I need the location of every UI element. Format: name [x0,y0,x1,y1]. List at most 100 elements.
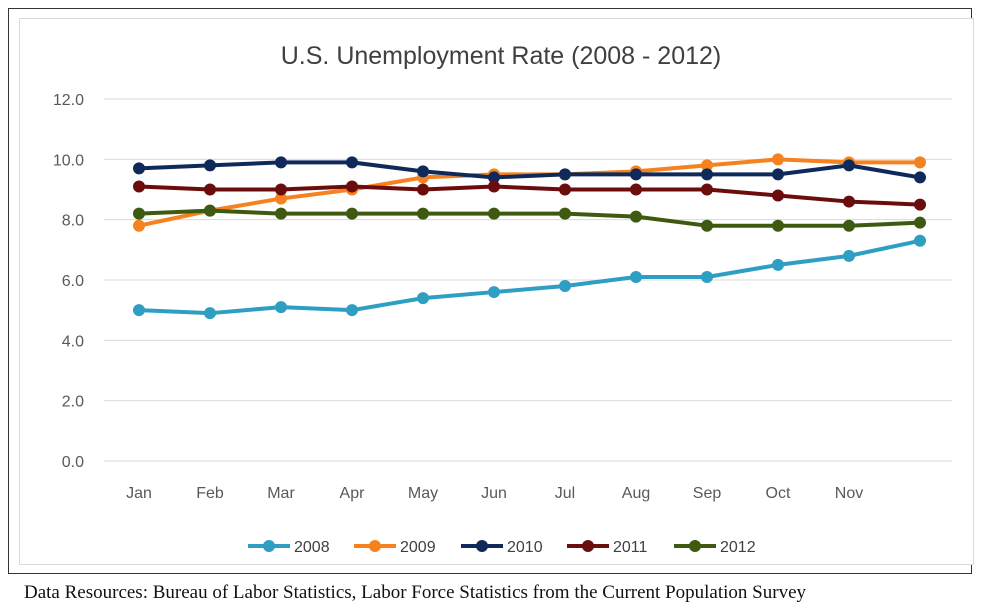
data-point-2011 [772,189,784,202]
series-line-2011 [137,184,922,207]
data-point-2012 [346,207,358,220]
data-point-2008 [843,249,855,262]
data-point-2011 [346,180,358,193]
data-point-2011 [204,183,216,196]
data-point-2011 [914,198,926,211]
data-point-2011 [843,195,855,208]
data-point-2010 [204,159,216,172]
data-point-2011 [701,183,713,196]
y-tick-label: 10.0 [53,152,84,169]
legend-swatch-marker [263,540,275,552]
series-line-2008 [137,238,922,316]
y-axis-ticks: 0.0 2.0 4.0 6.0 8.0 10.0 12.0 [53,92,84,471]
legend-item-2008: 2008 [248,539,330,556]
data-point-2011 [133,180,145,193]
data-point-2008 [488,286,500,299]
legend-label: 2010 [507,539,543,556]
data-point-2008 [275,301,287,314]
y-tick-label: 2.0 [62,394,84,411]
legend-item-2009: 2009 [354,539,436,556]
x-tick-label: Sep [693,485,722,502]
series-2008 [133,234,926,320]
series-line-2012 [137,208,922,228]
data-point-2010 [772,168,784,181]
data-point-2010 [701,168,713,181]
data-point-2009 [914,156,926,169]
y-tick-label: 6.0 [62,273,84,290]
x-tick-label: May [408,485,438,502]
x-tick-label: Jan [126,485,152,502]
data-point-2008 [630,270,642,283]
data-point-2012 [630,210,642,223]
source-caption: Data Resources: Bureau of Labor Statisti… [24,582,806,603]
series-line-2010 [137,160,922,180]
data-point-2009 [275,192,287,205]
x-tick-label: Feb [196,485,224,502]
data-point-2012 [701,219,713,232]
legend-item-2012: 2012 [674,539,756,556]
data-point-2011 [559,183,571,196]
data-point-2012 [843,219,855,232]
data-point-2008 [559,280,571,293]
x-tick-label: Mar [267,485,295,502]
data-point-2012 [133,207,145,220]
legend-item-2010: 2010 [461,539,543,556]
x-tick-label: Jun [481,485,507,502]
legend-swatch-marker [476,540,488,552]
legend-label: 2012 [720,539,756,556]
data-point-2008 [417,292,429,305]
legend-item-2011: 2011 [567,539,648,556]
data-point-2012 [914,216,926,229]
data-point-2010 [346,156,358,169]
legend-swatch-marker [689,540,701,552]
y-tick-label: 0.0 [62,454,84,471]
data-point-2010 [559,168,571,181]
data-point-2010 [133,162,145,175]
y-tick-label: 4.0 [62,333,84,350]
data-point-2012 [559,207,571,220]
legend-label: 2009 [400,539,436,556]
data-point-2012 [204,204,216,217]
data-point-2009 [701,159,713,172]
x-tick-label: Aug [622,485,650,502]
series-2011 [133,180,926,211]
chart-title: U.S. Unemployment Rate (2008 - 2012) [281,42,722,70]
data-point-2008 [772,258,784,271]
legend-label: 2008 [294,539,330,556]
data-point-2010 [417,165,429,178]
data-point-2011 [488,180,500,193]
data-point-2011 [275,183,287,196]
data-point-2009 [133,219,145,232]
data-point-2008 [204,307,216,320]
legend-swatch-marker [369,540,381,552]
data-point-2010 [843,159,855,172]
series-lines [133,153,926,320]
data-point-2011 [417,183,429,196]
x-tick-label: Oct [766,485,791,502]
data-point-2008 [133,304,145,317]
y-tick-label: 12.0 [53,92,84,109]
data-point-2010 [488,171,500,184]
data-point-2008 [701,270,713,283]
data-point-2010 [914,171,926,184]
data-point-2008 [914,234,926,247]
x-tick-label: Jul [555,485,575,502]
data-point-2010 [275,156,287,169]
data-point-2012 [488,207,500,220]
y-tick-label: 8.0 [62,213,84,230]
data-point-2012 [417,207,429,220]
data-point-2012 [772,219,784,232]
data-point-2009 [772,153,784,166]
legend-label: 2011 [613,539,648,556]
legend-swatch-marker [582,540,594,552]
x-tick-label: Nov [835,485,863,502]
x-tick-label: Apr [340,485,366,502]
data-point-2011 [630,183,642,196]
data-point-2012 [275,207,287,220]
gridlines [104,98,952,462]
data-point-2008 [346,304,358,317]
series-2010 [133,156,926,184]
series-2012 [133,204,926,232]
data-point-2010 [630,168,642,181]
